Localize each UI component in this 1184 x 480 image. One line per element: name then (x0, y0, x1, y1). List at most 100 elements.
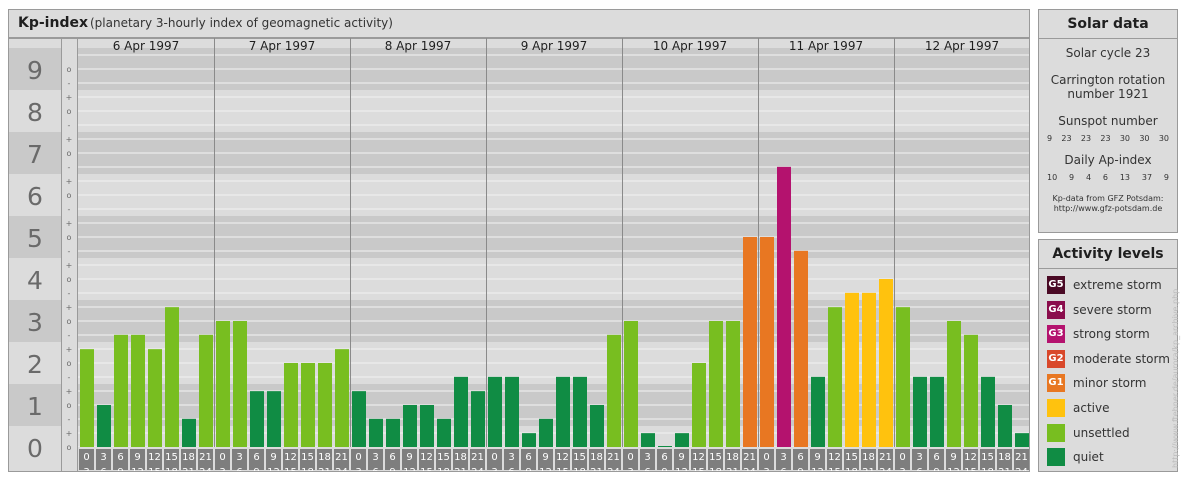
day-label: 12 Apr 1997 (925, 39, 999, 53)
kp-bar (352, 391, 366, 447)
y-tick-label: 0 (27, 434, 43, 463)
y-sub-tick: o (67, 107, 72, 116)
y-sub-tick: + (66, 387, 73, 396)
interval-end-label: 24 (471, 467, 484, 471)
kp-bar (726, 321, 740, 447)
interval-cell (793, 449, 808, 470)
day-label: 6 Apr 1997 (113, 39, 180, 53)
kp-bar (641, 433, 655, 447)
interval-end-label: 18 (709, 467, 722, 471)
y-tick-label: 3 (27, 308, 43, 337)
interval-end-label: 24 (743, 467, 756, 471)
interval-start-label: 18 (454, 452, 467, 463)
y-sub-tick: o (67, 149, 72, 158)
ap-index-values: 10 9 4 6 13 37 9 (1039, 173, 1177, 182)
day-label: 10 Apr 1997 (653, 39, 727, 53)
y-tick-label: 4 (27, 266, 43, 295)
interval-end-label: 6 (236, 467, 242, 471)
activity-level-label: minor storm (1073, 376, 1147, 391)
interval-cell (623, 449, 638, 470)
activity-level-swatch: G4 (1047, 300, 1065, 319)
interval-cell (521, 449, 536, 470)
interval-cell (810, 449, 825, 470)
kp-bar (199, 334, 213, 447)
interval-cell (827, 449, 842, 470)
kp-bar (437, 418, 451, 447)
interval-cell (436, 449, 451, 470)
chart-title: Kp-index (18, 15, 88, 31)
interval-end-label: 15 (692, 467, 705, 471)
interval-start-label: 9 (406, 452, 412, 463)
ap-index-value: 9 (1163, 173, 1169, 182)
y-tick-label: 2 (27, 350, 43, 379)
interval-end-label: 24 (335, 467, 348, 471)
watermark-url: http://www.ftebner.de/aurora/kp_archive.… (1171, 288, 1180, 468)
kp-bar (658, 446, 672, 447)
interval-cell (453, 449, 468, 470)
kp-bar (97, 405, 111, 447)
interval-cell (538, 449, 553, 470)
kp-bar (335, 349, 349, 447)
y-sub-tick: - (68, 79, 71, 88)
kp-bar (777, 166, 791, 448)
interval-cell (215, 449, 230, 470)
interval-cell (878, 449, 893, 470)
sunspot-value: 30 (1158, 134, 1169, 143)
interval-cell (963, 449, 978, 470)
interval-end-label: 12 (131, 467, 144, 471)
interval-cell (96, 449, 111, 470)
interval-end-label: 18 (437, 467, 450, 471)
ap-index-value: 6 (1102, 173, 1108, 182)
interval-cell (674, 449, 689, 470)
ap-index-value: 37 (1141, 173, 1153, 182)
interval-start-label: 9 (678, 452, 684, 463)
interval-start-label: 18 (318, 452, 331, 463)
interval-start-label: 6 (933, 452, 939, 463)
interval-end-label: 9 (797, 467, 803, 471)
kp-bar (1015, 433, 1029, 447)
interval-start-label: 6 (389, 452, 395, 463)
y-sub-tick: + (66, 135, 73, 144)
carrington-rotation-number: number 1921 (1067, 87, 1149, 101)
interval-cell (300, 449, 315, 470)
kp-bar (369, 418, 383, 447)
activity-level-item: G5 extreme storm (1047, 275, 1162, 295)
solar-data-panel: Solar data Solar cycle 23 Carrington rot… (1038, 9, 1178, 233)
interval-end-label: 15 (284, 467, 297, 471)
y-sub-tick: + (66, 261, 73, 270)
interval-end-label: 21 (998, 467, 1011, 471)
interval-start-label: 15 (573, 452, 586, 463)
ap-index-value: 13 (1119, 173, 1131, 182)
y-sub-tick: + (66, 345, 73, 354)
interval-start-label: 9 (950, 452, 956, 463)
interval-end-label: 9 (661, 467, 667, 471)
interval-cell (946, 449, 961, 470)
interval-cell (351, 449, 366, 470)
y-tick-label: 1 (27, 392, 43, 421)
activity-level-label: moderate storm (1073, 351, 1170, 366)
sunspot-value: 23 (1061, 134, 1072, 143)
activity-level-swatch: G1 (1047, 374, 1065, 393)
interval-cell (929, 449, 944, 470)
y-axis-band (9, 48, 61, 90)
interval-start-label: 3 (780, 452, 786, 463)
interval-start-label: 21 (471, 452, 484, 463)
interval-end-label: 21 (454, 467, 467, 471)
kp-bar (318, 363, 332, 447)
kp-bar (522, 433, 536, 447)
interval-end-label: 21 (862, 467, 875, 471)
interval-cell (844, 449, 859, 470)
interval-end-label: 9 (933, 467, 939, 471)
kp-bar (845, 292, 859, 447)
kp-bar (607, 334, 621, 447)
interval-end-label: 18 (845, 467, 858, 471)
sunspot-value: 23 (1100, 134, 1111, 143)
kp-bar (590, 405, 604, 447)
interval-start-label: 6 (797, 452, 803, 463)
interval-start-label: 18 (998, 452, 1011, 463)
interval-start-label: 9 (270, 452, 276, 463)
y-tick-label: 9 (27, 56, 43, 85)
interval-start-label: 21 (607, 452, 620, 463)
interval-start-label: 0 (219, 452, 225, 463)
kp-bar (981, 376, 995, 447)
